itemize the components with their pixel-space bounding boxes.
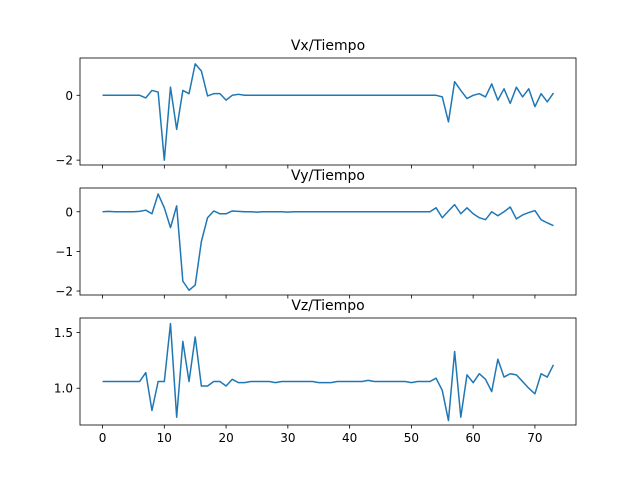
chart-title-vz: Vz/Tiempo [291,298,364,314]
ytick-label-vz: 1.5 [54,326,73,340]
axes-frame-vx [79,57,577,166]
axes-frame-vz [79,317,577,426]
ytick-label-vy: 0 [65,205,73,219]
xtick-label-vz: 0 [99,431,107,445]
ytick-label-vz: 1.0 [54,382,73,396]
panel-vy: Vy/Tiempo −2 −1 0 [55,168,577,299]
series-line-vz [102,322,555,422]
ytick-label-vx: −2 [55,154,73,168]
xtick-label-vz: 20 [218,431,233,445]
xtick-label-vz: 40 [342,431,357,445]
panel-vx: Vx/Tiempo −2 0 [55,38,577,169]
axes-frame-vy [79,187,577,296]
ytick-label-vx: 0 [65,89,73,103]
xtick-label-vz: 60 [466,431,481,445]
chart-title-vx: Vx/Tiempo [291,38,365,54]
xtick-label-vz: 70 [527,431,542,445]
panel-vz: Vz/Tiempo 1.0 1.5 0 10 20 30 40 50 60 70 [54,298,577,445]
chart-title-vy: Vy/Tiempo [291,168,365,184]
xtick-label-vz: 30 [280,431,295,445]
series-line-vx [102,63,555,161]
xtick-label-vz: 10 [157,431,172,445]
xtick-label-vz: 50 [404,431,419,445]
ytick-label-vy: −2 [55,285,73,299]
series-line-vy [102,193,554,291]
ytick-label-vy: −1 [55,245,73,259]
